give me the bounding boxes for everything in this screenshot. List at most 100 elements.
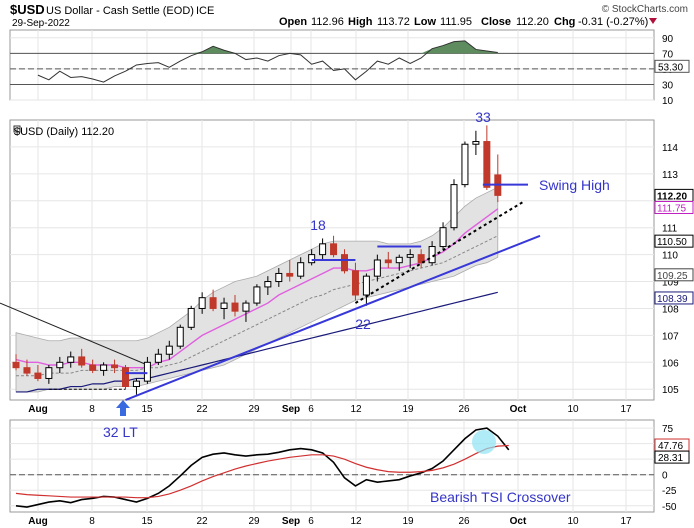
header: $USD US Dollar - Cash Settle (EOD) ICE 2… bbox=[10, 2, 688, 29]
price-tag: 108.39 bbox=[654, 291, 694, 305]
candle-body bbox=[264, 281, 272, 288]
rsi-y-tick: 90 bbox=[662, 34, 674, 45]
tsi-tag-value: 28.31 bbox=[658, 453, 683, 464]
rsi-last-value-tag: 53.30 bbox=[654, 59, 690, 73]
x-tick-label: Aug bbox=[28, 404, 47, 415]
x-tick-label-lower: Oct bbox=[510, 516, 527, 527]
price-tag-value: 109.25 bbox=[657, 271, 688, 282]
x-tick-label-lower: Sep bbox=[282, 516, 300, 527]
rsi-line bbox=[37, 40, 498, 83]
chg-label: Chg bbox=[554, 16, 575, 28]
candle-body bbox=[330, 243, 338, 256]
candle-body bbox=[472, 141, 480, 145]
price-y-tick: 113 bbox=[662, 170, 678, 181]
x-tick-label-lower: 17 bbox=[620, 516, 632, 527]
candle-body bbox=[122, 367, 129, 388]
high-label: High bbox=[348, 16, 373, 28]
price-tag-box bbox=[654, 268, 694, 282]
candle-body bbox=[67, 356, 75, 363]
instrument-name: US Dollar - Cash Settle (EOD) bbox=[46, 5, 194, 17]
open-value: 112.96 bbox=[311, 16, 344, 28]
x-tick-label: 10 bbox=[567, 404, 579, 415]
x-tick-label: 8 bbox=[89, 404, 95, 415]
rsi-panel bbox=[9, 29, 655, 101]
tsi-crossover-label: Bearish TSI Crossover bbox=[430, 489, 571, 505]
tsi-tag: 28.31 bbox=[654, 450, 690, 464]
label-18: 18 bbox=[310, 217, 326, 233]
tsi-tag-value: 47.76 bbox=[658, 441, 683, 452]
price-y-tick: 106 bbox=[662, 358, 679, 369]
price-tag-value: 111.75 bbox=[657, 204, 687, 215]
candle-body bbox=[362, 275, 370, 296]
price-tag-box bbox=[654, 234, 694, 248]
candle-body bbox=[417, 254, 425, 264]
price-tag: 112.20 bbox=[654, 188, 694, 202]
candle-body bbox=[384, 259, 392, 264]
symbol: $USD bbox=[10, 2, 45, 17]
candle-body bbox=[351, 270, 359, 296]
price-tag-box bbox=[654, 201, 694, 214]
price-y-tick: 110 bbox=[662, 251, 678, 262]
price-tag-box bbox=[654, 291, 694, 305]
candle-body bbox=[308, 254, 316, 264]
x-tick-label: 6 bbox=[308, 404, 314, 415]
candle-body bbox=[395, 256, 403, 264]
candle-body bbox=[12, 361, 20, 369]
rsi-overbought-fill bbox=[37, 40, 498, 54]
candle-body bbox=[231, 302, 239, 312]
price-tag-value: 110.50 bbox=[657, 237, 687, 248]
candle-body bbox=[373, 259, 381, 277]
low-value: 111.95 bbox=[440, 16, 472, 28]
high-value: 113.72 bbox=[377, 16, 410, 28]
candle-body bbox=[165, 345, 173, 355]
label-22: 22 bbox=[355, 316, 371, 332]
candle-body bbox=[132, 380, 140, 388]
candle-body bbox=[406, 254, 414, 258]
x-tick-label-lower: Aug bbox=[28, 516, 47, 527]
candle-body bbox=[286, 272, 294, 277]
candle-body bbox=[143, 361, 151, 382]
up-arrow-icon bbox=[116, 400, 130, 416]
candle-body bbox=[242, 302, 250, 312]
rsi-last-value: 53.30 bbox=[658, 62, 683, 73]
tsi-y-tick: 0 bbox=[662, 471, 668, 482]
candle-body bbox=[23, 367, 31, 374]
candle-body bbox=[154, 353, 162, 363]
candle-body bbox=[450, 184, 458, 229]
tsi-tag-box bbox=[654, 450, 690, 464]
tsi-layer bbox=[10, 427, 654, 508]
swing-high-label: Swing High bbox=[539, 177, 610, 193]
x-tick-label: 19 bbox=[402, 404, 414, 415]
ma-mid-line bbox=[16, 235, 499, 377]
x-tick-label-lower: 8 bbox=[89, 516, 95, 527]
candle-body bbox=[56, 361, 64, 369]
tsi-y-tick: -50 bbox=[662, 502, 677, 513]
price-y-tick: 114 bbox=[662, 143, 678, 154]
x-tick-label-lower: 22 bbox=[196, 516, 208, 527]
ma-upper-line bbox=[15, 208, 499, 369]
price-y-tick: 105 bbox=[662, 385, 679, 396]
price-title: $USD (Daily) 112.20 bbox=[14, 126, 114, 138]
exchange: ICE bbox=[196, 5, 214, 17]
candle-body bbox=[187, 307, 195, 328]
x-tick-label-lower: 6 bbox=[308, 516, 314, 527]
price-tag: 111.75 bbox=[654, 201, 694, 215]
panel-marker-icon bbox=[13, 125, 21, 133]
price-tag-value: 108.39 bbox=[657, 294, 688, 305]
close-label: Close bbox=[481, 16, 511, 28]
price-tag: 110.50 bbox=[654, 234, 694, 248]
low-label: Low bbox=[414, 16, 436, 28]
candle-body bbox=[341, 254, 348, 272]
candle-body bbox=[111, 364, 119, 369]
candle-body bbox=[100, 364, 108, 371]
crossover-highlight bbox=[472, 430, 496, 454]
candle-body bbox=[483, 141, 491, 188]
x-tick-label-lower: 19 bbox=[402, 516, 414, 527]
candle-body bbox=[34, 372, 42, 379]
candle-body bbox=[89, 364, 97, 371]
candle-body bbox=[198, 297, 206, 309]
open-label: Open bbox=[279, 16, 307, 28]
label-33: 33 bbox=[475, 109, 491, 125]
candle-body bbox=[297, 262, 305, 277]
candle-body bbox=[45, 367, 53, 379]
